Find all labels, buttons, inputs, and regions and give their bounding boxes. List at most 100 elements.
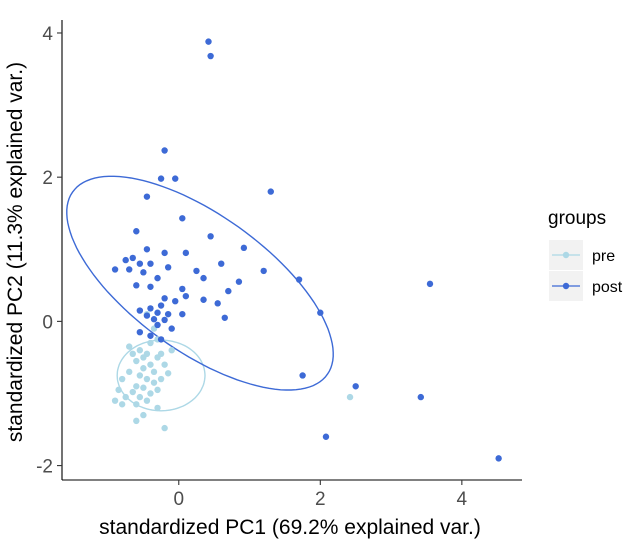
point-post bbox=[179, 285, 186, 293]
point-post bbox=[133, 282, 140, 289]
point-pre bbox=[126, 368, 133, 376]
point-post bbox=[200, 296, 207, 303]
x-tick-label: 4 bbox=[457, 489, 468, 510]
point-post bbox=[221, 314, 228, 321]
point-post bbox=[267, 188, 274, 195]
y-tick-label: 2 bbox=[42, 168, 53, 189]
point-post bbox=[111, 266, 119, 273]
point-pre bbox=[154, 404, 161, 412]
y-tick-label: -2 bbox=[36, 457, 53, 478]
legend-title: groups bbox=[548, 208, 606, 229]
point-pre bbox=[133, 383, 140, 390]
point-post bbox=[122, 256, 129, 264]
y-axis-title: standardized PC2 (11.3% explained var.) bbox=[4, 62, 27, 442]
point-pre bbox=[143, 375, 151, 383]
point-post bbox=[154, 309, 161, 316]
point-pre bbox=[161, 424, 168, 432]
point-post bbox=[143, 193, 151, 200]
point-post bbox=[225, 287, 232, 295]
plot-panel: 0 2 4 -2 0 2 4 bbox=[36, 20, 522, 510]
point-post bbox=[133, 228, 140, 235]
point-post bbox=[143, 246, 151, 253]
ellipse-pre bbox=[116, 339, 206, 412]
point-post bbox=[161, 249, 168, 257]
point-post bbox=[417, 393, 424, 401]
point-pre bbox=[126, 343, 133, 350]
legend-label-post: post bbox=[592, 279, 623, 296]
x-axis-title: standardized PC1 (69.2% explained var.) bbox=[99, 516, 481, 539]
point-pre bbox=[118, 375, 126, 383]
point-pre bbox=[133, 417, 140, 425]
point-post bbox=[352, 383, 359, 390]
point-post bbox=[161, 316, 168, 324]
point-pre bbox=[154, 386, 161, 394]
legend-key-pre-dot bbox=[562, 251, 570, 259]
point-post bbox=[179, 310, 186, 318]
point-post bbox=[136, 328, 144, 336]
point-post bbox=[200, 274, 207, 282]
x-tick-label: 2 bbox=[315, 489, 326, 510]
point-post bbox=[154, 321, 161, 329]
point-pre bbox=[136, 372, 144, 379]
point-pre bbox=[140, 411, 147, 419]
point-post bbox=[140, 269, 147, 276]
data-points bbox=[111, 38, 502, 462]
point-post bbox=[322, 433, 330, 440]
point-post bbox=[161, 147, 168, 154]
point-pre bbox=[118, 401, 126, 408]
point-pre bbox=[115, 386, 122, 394]
point-post bbox=[317, 309, 324, 316]
point-post bbox=[182, 249, 190, 257]
point-post bbox=[154, 274, 161, 282]
point-pre bbox=[129, 388, 136, 396]
legend-label-pre: pre bbox=[592, 248, 615, 265]
point-pre bbox=[150, 379, 158, 386]
y-tick-label: 4 bbox=[42, 24, 53, 45]
point-pre bbox=[140, 354, 147, 361]
point-pre bbox=[147, 339, 154, 347]
point-post bbox=[136, 260, 144, 267]
point-post bbox=[172, 175, 179, 182]
point-post bbox=[193, 267, 200, 275]
point-post bbox=[179, 215, 186, 222]
point-post bbox=[161, 295, 168, 302]
point-post bbox=[214, 300, 221, 307]
point-pre bbox=[111, 397, 119, 404]
point-post bbox=[136, 307, 144, 314]
point-post bbox=[168, 325, 175, 332]
y-tick-label: 0 bbox=[42, 312, 53, 333]
point-post bbox=[495, 455, 502, 462]
point-pre bbox=[140, 384, 147, 391]
point-post bbox=[260, 267, 267, 275]
point-pre bbox=[122, 393, 129, 401]
point-pre bbox=[157, 375, 165, 383]
point-pre bbox=[133, 401, 140, 408]
point-post bbox=[157, 336, 165, 343]
x-axis-ticks: 0 2 4 bbox=[173, 480, 468, 510]
point-pre bbox=[136, 393, 144, 401]
group-ellipses bbox=[66, 175, 334, 412]
point-post bbox=[207, 233, 214, 240]
legend: groups pre post bbox=[548, 208, 623, 301]
point-post bbox=[157, 175, 165, 182]
point-pre bbox=[143, 397, 151, 404]
point-pre bbox=[157, 350, 165, 358]
point-post bbox=[426, 280, 434, 288]
point-pre bbox=[161, 361, 168, 368]
point-post bbox=[172, 297, 179, 305]
point-post bbox=[129, 254, 136, 262]
point-post bbox=[164, 264, 172, 271]
point-pre bbox=[164, 370, 172, 377]
point-post bbox=[235, 278, 243, 285]
point-pre bbox=[133, 357, 140, 365]
point-post bbox=[147, 283, 154, 290]
point-pre bbox=[140, 365, 147, 372]
x-tick-label: 0 bbox=[173, 489, 184, 510]
point-pre bbox=[129, 350, 136, 358]
point-post bbox=[147, 332, 154, 339]
point-post bbox=[218, 260, 225, 267]
point-post bbox=[299, 372, 306, 379]
point-post bbox=[207, 52, 214, 60]
point-post bbox=[147, 260, 154, 267]
